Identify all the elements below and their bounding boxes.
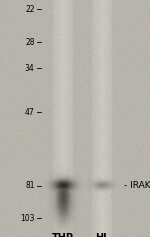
Text: 103: 103 bbox=[20, 214, 34, 223]
Text: - IRAK: - IRAK bbox=[124, 181, 150, 190]
Text: HL: HL bbox=[95, 233, 109, 237]
Text: 22: 22 bbox=[25, 5, 34, 14]
Text: 34: 34 bbox=[25, 64, 34, 73]
Text: THP: THP bbox=[52, 233, 74, 237]
Text: 47: 47 bbox=[25, 108, 34, 117]
Text: 81: 81 bbox=[25, 181, 34, 190]
Text: 28: 28 bbox=[25, 37, 34, 46]
